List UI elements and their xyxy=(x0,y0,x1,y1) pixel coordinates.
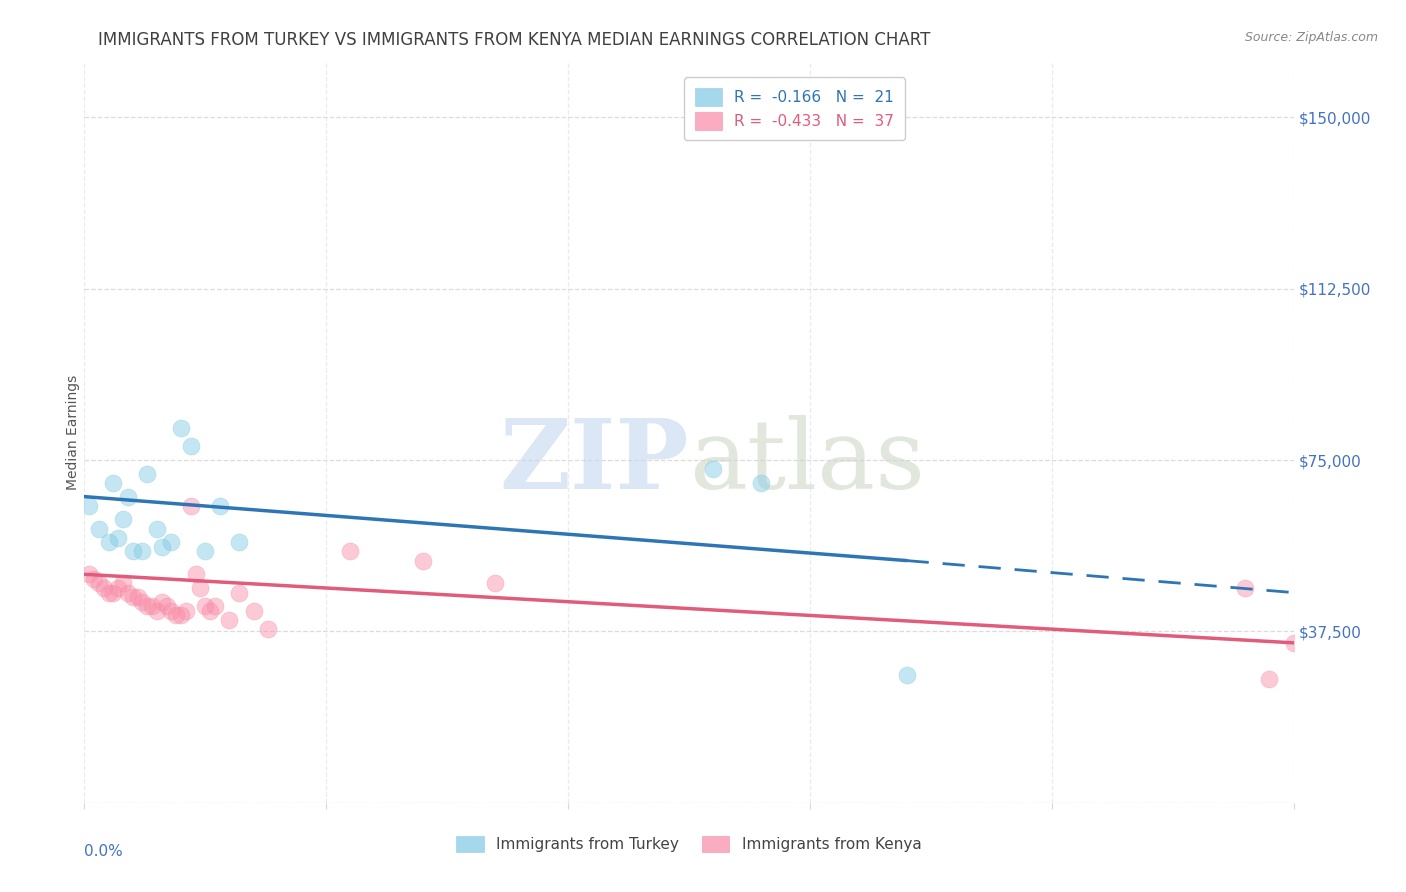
Point xyxy=(1282,636,1305,650)
Point xyxy=(242,604,264,618)
Point xyxy=(87,576,110,591)
Point xyxy=(412,553,434,567)
Point xyxy=(228,585,250,599)
Point xyxy=(121,544,143,558)
Point xyxy=(150,540,173,554)
Point xyxy=(112,512,135,526)
Point xyxy=(107,581,129,595)
Point xyxy=(257,622,280,636)
Point xyxy=(218,613,240,627)
Point xyxy=(180,439,202,453)
Point xyxy=(141,599,163,614)
Point xyxy=(93,581,115,595)
Text: 0.0%: 0.0% xyxy=(84,844,124,858)
Point xyxy=(150,595,173,609)
Point xyxy=(83,572,105,586)
Point xyxy=(97,585,120,599)
Point xyxy=(112,576,135,591)
Point xyxy=(339,544,361,558)
Point xyxy=(87,522,110,536)
Point xyxy=(194,599,217,614)
Point xyxy=(184,567,207,582)
Point xyxy=(165,608,187,623)
Point xyxy=(160,604,183,618)
Y-axis label: Median Earnings: Median Earnings xyxy=(66,375,80,491)
Point xyxy=(103,475,125,490)
Point xyxy=(131,595,153,609)
Point xyxy=(1258,673,1281,687)
Point xyxy=(97,535,120,549)
Point xyxy=(160,535,183,549)
Point xyxy=(136,467,159,481)
Point xyxy=(190,581,212,595)
Point xyxy=(136,599,159,614)
Legend: Immigrants from Turkey, Immigrants from Kenya: Immigrants from Turkey, Immigrants from … xyxy=(450,830,928,858)
Point xyxy=(131,544,153,558)
Point xyxy=(103,585,125,599)
Point xyxy=(180,499,202,513)
Point xyxy=(484,576,506,591)
Point xyxy=(751,475,773,490)
Point xyxy=(208,499,231,513)
Point xyxy=(77,499,100,513)
Text: ZIP: ZIP xyxy=(499,416,689,509)
Point xyxy=(107,531,129,545)
Point xyxy=(228,535,250,549)
Point xyxy=(194,544,217,558)
Text: Source: ZipAtlas.com: Source: ZipAtlas.com xyxy=(1244,31,1378,45)
Point xyxy=(1234,581,1257,595)
Point xyxy=(117,585,139,599)
Point xyxy=(174,604,197,618)
Point xyxy=(198,604,221,618)
Point xyxy=(77,567,100,582)
Point xyxy=(170,608,193,623)
Point xyxy=(155,599,177,614)
Point xyxy=(127,590,149,604)
Point xyxy=(204,599,226,614)
Point xyxy=(896,668,918,682)
Point xyxy=(117,490,139,504)
Point xyxy=(146,604,169,618)
Point xyxy=(170,421,193,435)
Point xyxy=(146,522,169,536)
Text: IMMIGRANTS FROM TURKEY VS IMMIGRANTS FROM KENYA MEDIAN EARNINGS CORRELATION CHAR: IMMIGRANTS FROM TURKEY VS IMMIGRANTS FRO… xyxy=(98,31,931,49)
Text: atlas: atlas xyxy=(689,416,925,509)
Point xyxy=(702,462,724,476)
Point xyxy=(121,590,143,604)
